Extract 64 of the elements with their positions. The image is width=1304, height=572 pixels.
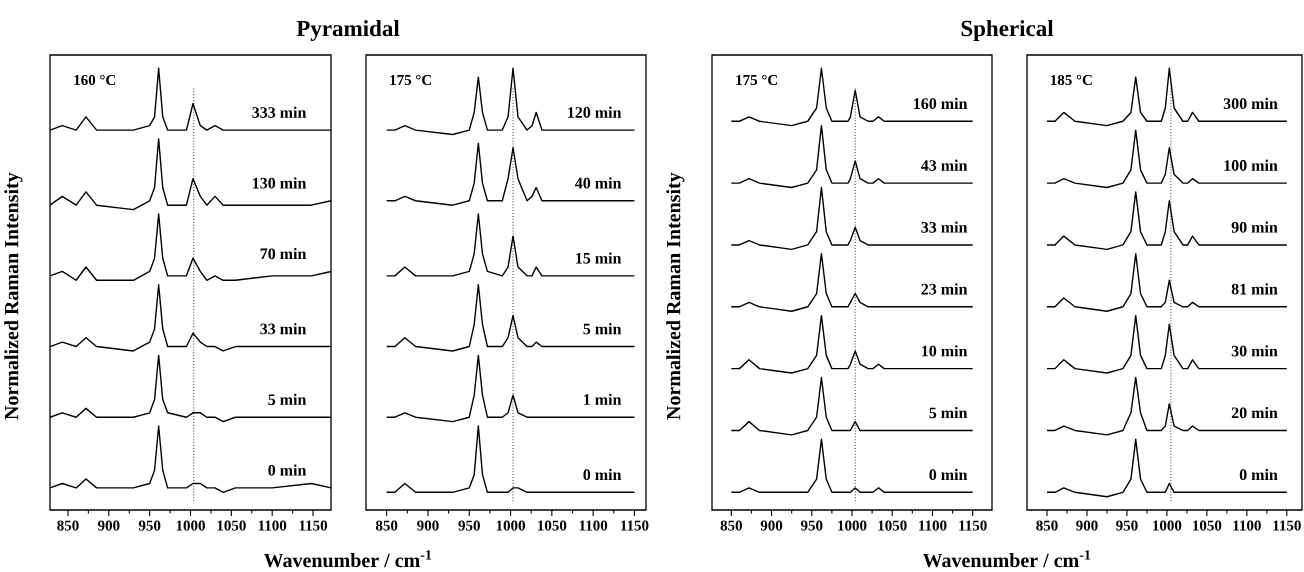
series-label: 1 min [584, 393, 622, 405]
x-axis-title: Wavenumber / cm$^{-1}$ [922, 550, 1091, 568]
x-tick-label: 1150 [959, 520, 987, 531]
series-label: 33 min [260, 323, 307, 335]
x-tick-label: 1100 [579, 520, 608, 531]
series-label: 100 min [1224, 159, 1278, 171]
series-label: 5 min [583, 323, 622, 335]
x-tick-label: 1000 [1153, 520, 1182, 531]
x-tick-label: 1050 [538, 520, 567, 531]
series-label: 43 min [921, 159, 968, 171]
y-axis-title: Normalized Raman Intensity [666, 172, 685, 420]
series-label: 300 min [1223, 97, 1278, 110]
x-tick-label: 950 [1116, 520, 1138, 531]
series-label: 5 min [268, 393, 307, 406]
x-tick-label: 950 [800, 520, 823, 531]
x-tick-label: 850 [720, 520, 742, 531]
series-label: 33 min [921, 221, 968, 233]
series-label: 23 min [921, 283, 968, 295]
series-label: 5 min [929, 407, 968, 419]
annotation: 185 °C [1051, 74, 1092, 86]
x-tick-label: 900 [417, 520, 439, 531]
series-label: 0 min [268, 464, 307, 476]
x-tick-label: 1000 [838, 520, 867, 531]
series-label: 81 min [1231, 283, 1278, 295]
chart-title: Spherical [961, 20, 1054, 41]
x-tick-label: 1150 [1273, 520, 1301, 531]
series-label: 90 min [1231, 221, 1278, 233]
series-label: 130 min [253, 177, 307, 189]
series-label: 0 min [929, 468, 968, 481]
x-tick-label: 1000 [176, 520, 205, 531]
x-tick-label: 1150 [299, 520, 328, 531]
annotation: 175 °C [736, 74, 778, 86]
x-tick-label: 850 [1036, 520, 1058, 531]
y-axis-title: Normalized Raman Intensity [4, 172, 23, 420]
x-tick-label: 850 [375, 520, 398, 531]
x-tick-label: 850 [57, 520, 79, 531]
series-label: 15 min [576, 252, 622, 264]
x-tick-label: 1000 [496, 520, 525, 531]
chart-title: Pyramidal [296, 20, 400, 41]
x-tick-label: 1100 [1233, 520, 1261, 531]
series-label: 120 min [568, 106, 622, 118]
x-tick-label: 900 [760, 520, 783, 531]
series-label: 0 min [583, 468, 622, 481]
series-label: 160 min [914, 97, 968, 110]
x-tick-label: 900 [97, 520, 120, 531]
x-tick-label: 1050 [878, 520, 907, 531]
x-tick-label: 950 [458, 520, 480, 531]
annotation: 160 °C [74, 74, 116, 86]
series-label: 0 min [1239, 468, 1278, 481]
x-tick-label: 950 [138, 520, 161, 531]
series-label: 333 min [252, 106, 307, 118]
x-tick-label: 1050 [1193, 520, 1222, 531]
series-label: 20 min [1231, 407, 1278, 419]
x-tick-label: 1100 [258, 520, 287, 531]
x-tick-label: 900 [1076, 520, 1098, 531]
x-axis-title: Wavenumber / cm$^{-1}$ [263, 550, 432, 568]
series-label: 70 min [260, 247, 307, 260]
x-tick-label: 1050 [217, 520, 246, 531]
series-label: 10 min [922, 345, 968, 357]
series-label: 30 min [1231, 345, 1278, 357]
x-tick-label: 1100 [919, 520, 947, 531]
series-label: 40 min [575, 177, 622, 189]
annotation: 175 °C [390, 74, 432, 86]
x-tick-label: 1150 [621, 520, 649, 531]
